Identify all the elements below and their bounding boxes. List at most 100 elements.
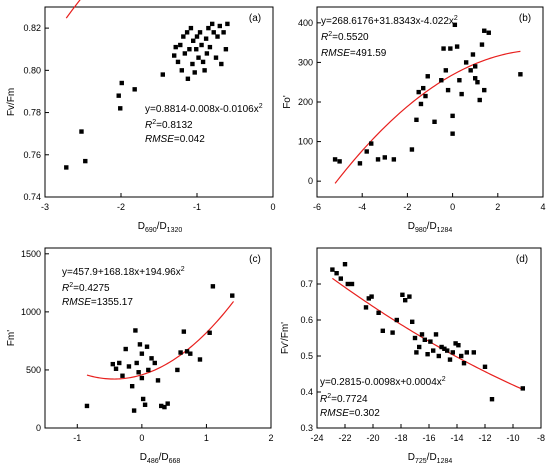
data-point	[204, 51, 210, 56]
data-point	[184, 30, 190, 35]
y-tick-label: 100	[298, 137, 313, 147]
data-point	[202, 68, 207, 73]
data-point	[116, 93, 121, 98]
data-point	[223, 47, 229, 52]
x-axis-label: D980/D1284	[408, 221, 453, 234]
data-point	[160, 72, 165, 77]
data-point	[445, 87, 451, 93]
panel-c: -1 0 1 2 0 500 1000 1500 (c) y=457.9+168.18x+194.…	[6, 247, 274, 465]
data-point	[139, 351, 145, 356]
data-point	[439, 78, 444, 83]
data-point	[337, 159, 342, 164]
x-axis-label: D486/D668	[140, 452, 181, 465]
data-point	[479, 42, 485, 47]
y-tick-label: 0.76	[23, 150, 41, 160]
y-tick-label: 0	[308, 176, 313, 186]
data-point	[489, 397, 495, 402]
data-point	[194, 34, 200, 39]
x-tick-label: -8	[537, 433, 545, 443]
data-point	[155, 378, 161, 383]
data-point	[369, 294, 374, 299]
data-point	[190, 61, 195, 67]
data-point	[137, 342, 143, 347]
data-point	[182, 51, 188, 56]
data-point	[459, 91, 464, 97]
y-tick-label: 0.74	[23, 192, 41, 202]
data-point	[456, 343, 461, 348]
x-tick-label: 2	[495, 202, 500, 212]
data-point	[120, 373, 125, 378]
data-point	[450, 350, 455, 355]
data-point	[79, 129, 84, 134]
data-point	[382, 155, 387, 160]
y-tick-label: 0.5	[300, 351, 313, 361]
fit-equation: y=268.6176+31.8343x-4.022x2	[321, 15, 458, 27]
y-axis-label: Fv/Fm	[6, 88, 17, 116]
data-point	[152, 360, 157, 366]
x-tick-label: -3	[41, 202, 49, 212]
data-point	[461, 361, 467, 366]
axes-frame	[44, 247, 272, 429]
panel-label: (a)	[249, 13, 261, 24]
data-point	[369, 141, 374, 146]
data-point	[210, 284, 216, 289]
y-tick-label: 400	[298, 18, 313, 28]
y-tick-label: 200	[298, 97, 313, 107]
y-tick-label: 500	[26, 365, 41, 375]
data-point	[334, 271, 339, 276]
data-point	[197, 30, 203, 35]
data-point	[394, 317, 399, 323]
y-tick-label: 0.3	[300, 423, 313, 433]
data-point	[181, 34, 186, 39]
data-point	[433, 332, 439, 337]
r-squared: R2=0.7724	[320, 393, 368, 405]
data-point	[118, 106, 123, 111]
x-tick-label: -6	[313, 202, 321, 212]
data-point	[450, 113, 455, 119]
x-tick-label: -22	[338, 433, 351, 443]
y-tick-label: 0	[36, 423, 41, 433]
data-point	[342, 262, 348, 267]
data-point	[191, 38, 196, 43]
panel-label: (c)	[249, 254, 261, 265]
data-point	[418, 101, 424, 107]
y-tick-label: 0.4	[300, 387, 313, 397]
rmse: RMSE=491.59	[321, 48, 387, 59]
data-point	[188, 25, 194, 31]
fit-equation: y=0.2815-0.0098x+0.0004x2	[320, 376, 446, 388]
data-point	[219, 61, 224, 67]
x-axis-label: D725/D1284	[408, 452, 453, 465]
data-point	[172, 53, 177, 58]
data-point	[330, 267, 335, 272]
r-squared: R2=0.8132	[145, 119, 193, 131]
data-point	[221, 30, 226, 35]
data-point	[332, 157, 338, 162]
data-point	[175, 367, 180, 373]
data-point	[199, 42, 204, 48]
data-point	[375, 157, 381, 162]
data-point	[179, 68, 184, 73]
data-point	[442, 346, 447, 351]
data-point	[441, 46, 446, 51]
x-tick-label: -24	[310, 433, 323, 443]
data-point	[338, 276, 343, 281]
axes-frame	[44, 6, 274, 198]
data-point	[217, 23, 222, 29]
data-point	[425, 352, 430, 357]
y-tick-label: 300	[298, 57, 313, 67]
data-point	[110, 361, 115, 367]
data-point	[113, 366, 119, 371]
data-point	[407, 294, 412, 299]
data-point	[390, 330, 395, 335]
data-point	[144, 344, 150, 349]
data-point	[64, 165, 69, 170]
data-point	[366, 296, 371, 301]
data-point	[414, 117, 419, 123]
data-point	[363, 305, 369, 310]
y-tick-label: 0.7	[300, 279, 313, 289]
data-point	[211, 30, 216, 35]
data-point	[417, 344, 422, 350]
data-point	[450, 131, 455, 136]
data-point	[200, 59, 206, 65]
data-point	[482, 28, 487, 33]
